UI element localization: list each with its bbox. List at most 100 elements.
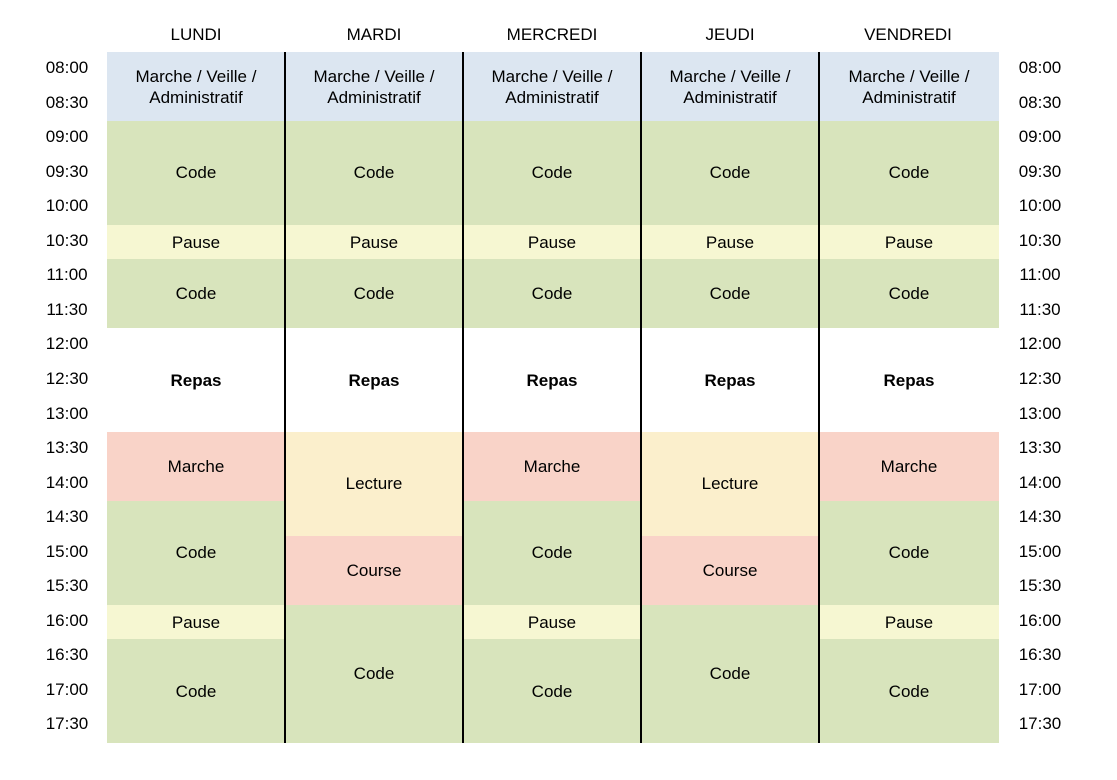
schedule-block-code: Code: [641, 259, 819, 329]
time-label-left: 15:00: [45, 541, 89, 561]
schedule-block-label: Pause: [705, 232, 755, 252]
schedule-block-code: Code: [463, 259, 641, 329]
day-header-mercredi: MERCREDI: [506, 25, 598, 44]
schedule-block-code: Code: [819, 501, 999, 605]
schedule-block-label: Repas: [704, 370, 756, 390]
schedule-block-label: Code: [709, 163, 751, 183]
schedule-block-admin: Marche / Veille / Administratif: [285, 52, 463, 122]
schedule-block-code: Code: [463, 501, 641, 605]
schedule-block-label: Pause: [527, 612, 577, 632]
schedule-block-marche: Marche: [819, 432, 999, 502]
time-label-right: 11:00: [1019, 265, 1061, 285]
time-label-right: 10:00: [1018, 196, 1062, 216]
schedule-block-code: Code: [819, 259, 999, 329]
schedule-block-label: Course: [702, 560, 758, 580]
schedule-block-pause: Pause: [107, 224, 285, 260]
schedule-block-code: Code: [641, 604, 819, 743]
schedule-block-lecture: Lecture: [285, 432, 463, 536]
schedule-block-label: Repas: [170, 370, 222, 390]
time-label-right: 14:00: [1018, 472, 1062, 492]
day-header-jeudi: JEUDI: [705, 25, 755, 44]
time-label-left: 14:30: [45, 507, 89, 527]
schedule-block-code: Code: [285, 604, 463, 743]
schedule-block-marche: Marche: [463, 432, 641, 502]
schedule-block-code: Code: [819, 121, 999, 225]
schedule-block-pause: Pause: [463, 604, 641, 640]
time-label-right: 12:30: [1018, 368, 1062, 388]
time-label-right: 11:30: [1019, 299, 1061, 319]
schedule-block-label: Code: [175, 543, 217, 563]
schedule-block-repas: Repas: [285, 328, 463, 433]
schedule-block-course: Course: [641, 535, 819, 605]
schedule-block-label: Pause: [884, 232, 934, 252]
schedule-block-label: Repas: [526, 370, 578, 390]
time-label-left: 17:30: [45, 714, 89, 734]
time-label-right: 09:00: [1018, 127, 1062, 147]
schedule-block-course: Course: [285, 535, 463, 605]
schedule-block-label: Code: [353, 284, 395, 304]
time-label-left: 12:30: [45, 368, 89, 388]
schedule-block-label: Pause: [349, 232, 399, 252]
time-label-right: 16:30: [1018, 645, 1062, 665]
time-label-left: 11:30: [46, 299, 88, 319]
time-label-right: 08:00: [1018, 58, 1062, 77]
schedule-block-label: Pause: [884, 612, 934, 632]
day-header-lundi: LUNDI: [170, 25, 222, 44]
schedule-block-pause: Pause: [819, 604, 999, 640]
time-label-left: 09:00: [45, 127, 89, 147]
schedule-block-label: Marche: [167, 457, 225, 477]
schedule-block-admin: Marche / Veille / Administratif: [641, 52, 819, 122]
schedule-block-code: Code: [819, 639, 999, 743]
column-divider: [640, 52, 642, 743]
schedule-block-label: Course: [346, 560, 402, 580]
time-label-left: 10:00: [45, 196, 89, 216]
schedule-block-label: Code: [888, 681, 930, 701]
time-label-left: 12:00: [45, 334, 89, 354]
schedule-block-admin: Marche / Veille / Administratif: [107, 52, 285, 122]
time-label-left: 11:00: [46, 265, 88, 285]
schedule-block-label: Code: [531, 163, 573, 183]
time-label-left: 13:30: [45, 438, 89, 458]
time-label-left: 14:00: [45, 472, 89, 492]
time-label-left: 17:00: [45, 679, 89, 699]
schedule-block-label: Code: [353, 664, 395, 684]
schedule-block-code: Code: [285, 121, 463, 225]
time-label-right: 15:00: [1018, 541, 1062, 561]
schedule-block-code: Code: [463, 639, 641, 743]
schedule-block-label: Marche / Veille / Administratif: [135, 66, 257, 107]
time-label-left: 15:30: [45, 576, 89, 596]
schedule-block-pause: Pause: [463, 224, 641, 260]
schedule-block-admin: Marche / Veille / Administratif: [463, 52, 641, 122]
schedule-block-label: Code: [175, 284, 217, 304]
schedule-block-label: Marche / Veille / Administratif: [669, 66, 791, 107]
time-label-right: 09:30: [1018, 161, 1062, 181]
schedule-block-repas: Repas: [107, 328, 285, 433]
schedule-block-admin: Marche / Veille / Administratif: [819, 52, 999, 122]
column-divider: [284, 52, 286, 743]
time-label-left: 09:30: [45, 161, 89, 181]
schedule-block-code: Code: [641, 121, 819, 225]
schedule-block-pause: Pause: [107, 604, 285, 640]
schedule-block-pause: Pause: [819, 224, 999, 260]
schedule-block-label: Code: [175, 681, 217, 701]
day-header-mardi: MARDI: [346, 25, 402, 44]
schedule-block-label: Marche / Veille / Administratif: [848, 66, 970, 107]
schedule-block-label: Repas: [883, 370, 935, 390]
time-label-right: 08:30: [1018, 92, 1062, 112]
schedule-block-lecture: Lecture: [641, 432, 819, 536]
time-label-right: 13:30: [1018, 438, 1062, 458]
time-label-left: 16:00: [45, 610, 89, 630]
time-label-left: 08:00: [45, 58, 89, 77]
time-label-right: 15:30: [1018, 576, 1062, 596]
time-label-right: 17:30: [1018, 714, 1062, 734]
schedule-block-label: Code: [888, 284, 930, 304]
schedule-block-label: Marche: [523, 457, 581, 477]
time-label-left: 13:00: [45, 403, 89, 423]
schedule-block-label: Lecture: [345, 474, 403, 494]
schedule-block-code: Code: [107, 259, 285, 329]
schedule-block-label: Code: [175, 163, 217, 183]
schedule-block-code: Code: [463, 121, 641, 225]
schedule-block-label: Pause: [527, 232, 577, 252]
column-divider: [818, 52, 820, 743]
time-label-right: 12:00: [1018, 334, 1062, 354]
